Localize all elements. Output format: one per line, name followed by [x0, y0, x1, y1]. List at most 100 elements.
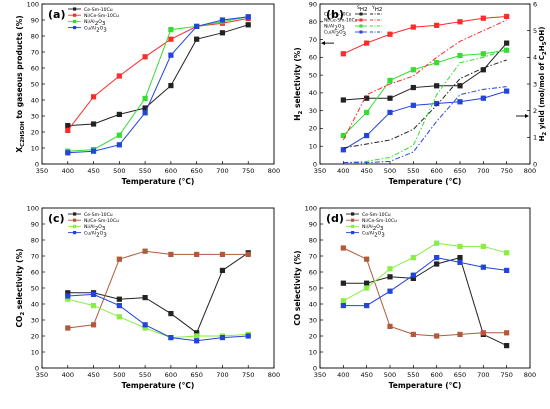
- data-point: [90, 148, 97, 154]
- legend-swatch-marker: [359, 24, 363, 28]
- data-point: [364, 285, 370, 291]
- y2-tick-label: 4: [533, 54, 537, 62]
- data-point: [116, 132, 122, 138]
- data-point: [340, 298, 346, 304]
- data-point: [90, 291, 97, 298]
- y-tick-label: 60: [309, 268, 317, 276]
- legend-entry: Ni/Al2O3: [84, 19, 106, 27]
- data-point: [410, 255, 416, 261]
- data-point: [219, 251, 226, 258]
- series-line: [67, 293, 249, 342]
- selectivity-point: [480, 67, 486, 73]
- series-ni-al2o3: [65, 296, 251, 341]
- selectivity-point: [340, 132, 346, 139]
- y-tick-label: 0: [313, 160, 317, 168]
- y-axis-label-group: CO selectivity (%): [293, 250, 302, 325]
- data-point: [480, 243, 486, 250]
- x-tick-label: 550: [139, 167, 151, 175]
- y-axis-label-group: CO2 selectivity (%): [15, 248, 26, 327]
- y-tick-label: 10: [309, 143, 317, 151]
- selectivity-point: [340, 97, 346, 103]
- selectivity-point: [457, 19, 463, 25]
- x-tick-label: 350: [36, 167, 48, 175]
- data-point: [245, 22, 251, 28]
- legend-entry: Ni/Ce-Sm-10Cu: [84, 218, 119, 224]
- y-tick-label: 50: [309, 71, 317, 79]
- selectivity-point: [410, 67, 416, 73]
- legend-entry: Ce-Sm-10Cu: [324, 12, 352, 18]
- legend-swatch-marker: [73, 26, 77, 30]
- y-axis-label: CO selectivity (%): [293, 250, 302, 325]
- data-point: [410, 331, 416, 338]
- y2-tick-label: 5: [533, 27, 537, 35]
- selectivity-point: [480, 15, 486, 21]
- y-tick-label: 40: [31, 300, 39, 308]
- legend-swatch-marker: [73, 13, 77, 17]
- x-tick-label: 700: [216, 167, 228, 175]
- x-tick-label: 650: [190, 371, 202, 379]
- x-tick-label: 700: [477, 167, 489, 175]
- y-tick-label: 70: [31, 48, 39, 56]
- selectivity-point: [457, 83, 463, 89]
- selectivity-point: [434, 83, 440, 89]
- x-tick-label: 550: [407, 167, 419, 175]
- yield-line: [342, 19, 507, 141]
- data-point: [168, 36, 174, 42]
- x-tick-label: 550: [407, 371, 419, 379]
- data-point: [116, 256, 122, 262]
- selectivity-point: [457, 99, 463, 105]
- x-tick-label: 550: [139, 371, 151, 379]
- yield-series-cu-al2o3: [343, 86, 507, 164]
- data-point: [65, 293, 71, 299]
- y-tick-label: 80: [31, 32, 39, 40]
- selectivity-point: [410, 24, 416, 30]
- data-point: [142, 248, 148, 254]
- legend-entry: Ni/Al2O3: [324, 24, 345, 32]
- legend-entry: Ni/Ce-Sm-10Cu: [324, 18, 358, 24]
- legend-entry: Cu/Al2O3: [84, 25, 107, 33]
- data-point: [116, 73, 122, 79]
- y-tick-label: 10: [309, 348, 317, 356]
- data-point: [434, 333, 440, 339]
- data-point: [194, 251, 200, 258]
- data-point: [142, 322, 148, 328]
- legend-entry: Ni/Ce-Sm-10Cu: [84, 13, 119, 19]
- data-point: [364, 302, 370, 309]
- data-point: [194, 23, 200, 30]
- data-point: [504, 267, 510, 274]
- data-point: [434, 255, 440, 261]
- legend-swatch-marker: [73, 212, 77, 216]
- data-point: [387, 323, 393, 330]
- data-point: [387, 288, 393, 294]
- y-tick-label: 100: [27, 204, 39, 212]
- data-point: [142, 54, 148, 60]
- legend-header-sh2: SH2: [357, 5, 368, 13]
- legend-entry: Cu/Al2O3: [324, 30, 347, 38]
- data-point: [116, 142, 122, 148]
- data-point: [340, 302, 346, 309]
- y-tick-label: 30: [309, 107, 317, 115]
- data-point: [480, 330, 486, 336]
- data-point: [168, 83, 174, 89]
- y-tick-label: 90: [309, 0, 317, 8]
- data-point: [504, 250, 510, 256]
- selectivity-point: [410, 102, 416, 108]
- y-axis-label: H2 selectivity (%): [293, 47, 304, 120]
- y-tick-label: 70: [309, 36, 317, 44]
- series-cu-al2o3: [65, 291, 251, 344]
- y-tick-label: 40: [31, 96, 39, 104]
- legend-swatch-marker: [351, 231, 355, 235]
- selectivity-point: [340, 147, 346, 153]
- data-point: [194, 36, 200, 42]
- data-point: [65, 123, 71, 129]
- legend-entry: Cu/Al2O3: [362, 230, 385, 238]
- data-point: [504, 342, 510, 349]
- data-point: [90, 322, 97, 328]
- y2-tick-label: 2: [533, 107, 537, 115]
- y-tick-label: 20: [31, 128, 39, 136]
- data-point: [168, 26, 174, 33]
- x-tick-label: 600: [430, 371, 442, 379]
- y-tick-label: 40: [309, 89, 317, 97]
- selectivity-point: [387, 109, 393, 116]
